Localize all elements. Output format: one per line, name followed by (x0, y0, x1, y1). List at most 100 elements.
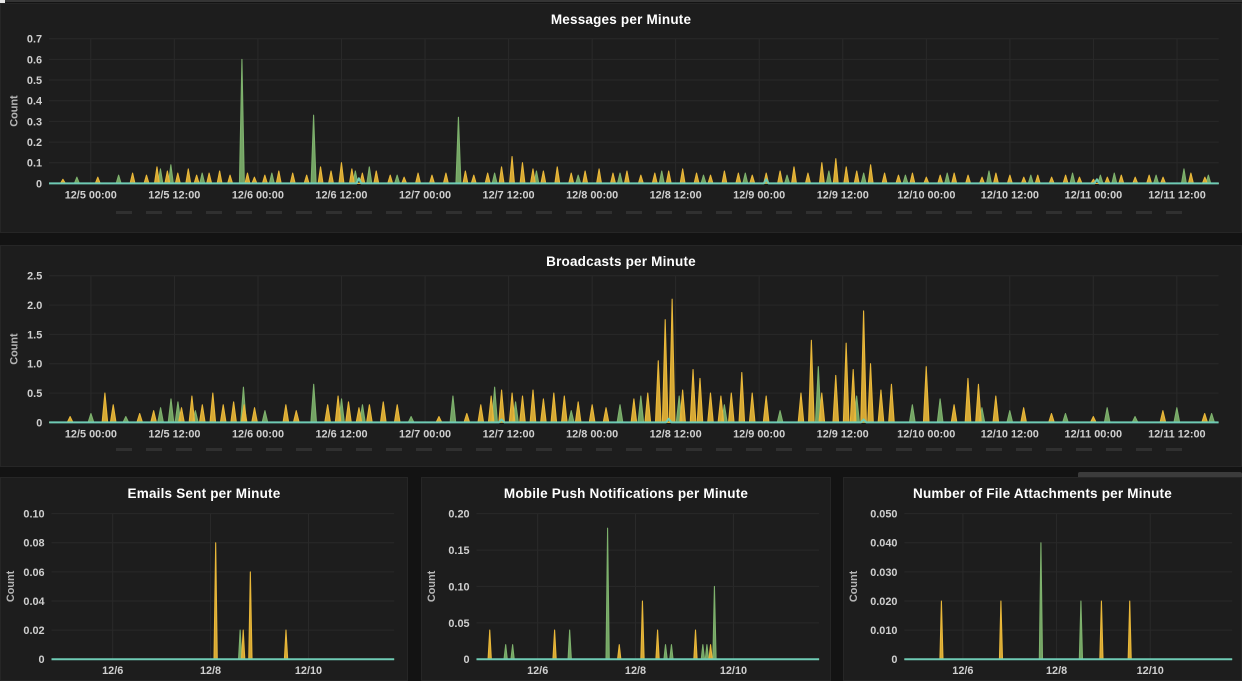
y-tick-label: 0.2 (27, 137, 42, 149)
y-tick-label: 0 (463, 654, 469, 666)
y-tick-label: 0.3 (27, 116, 42, 128)
x-tick-label: 12/6 00:00 (232, 428, 284, 440)
y-tick-label: 0.20 (448, 509, 469, 521)
x-tick-label: 12/11 12:00 (1148, 189, 1206, 201)
x-tick-label: 12/10 (1137, 665, 1164, 677)
panel-title-file-attachments[interactable]: Number of File Attachments per Minute (913, 486, 1172, 501)
y-tick-label: 0.1 (27, 158, 42, 170)
series-green (476, 527, 820, 660)
x-tick-label: 12/10 (295, 665, 322, 677)
series-green (51, 629, 395, 660)
x-tick-label: 12/10 00:00 (897, 189, 955, 201)
x-tick-label: 12/5 00:00 (65, 189, 117, 201)
y-tick-label: 0.020 (870, 596, 897, 608)
x-tick-label: 12/5 00:00 (65, 428, 117, 440)
series-yellow (49, 298, 1219, 423)
y-tick-label: 0.08 (23, 538, 44, 550)
y-tick-label: 1.0 (27, 359, 42, 371)
x-tick-label: 12/6 12:00 (316, 428, 368, 440)
y-tick-label: 0 (36, 417, 42, 429)
panel-broadcasts-per-minute: Broadcasts per Minute 12/5 00:00 12/5 12:… (0, 245, 1242, 467)
x-tick-label: 12/7 12:00 (483, 189, 535, 201)
y-tick-label: 1.5 (27, 329, 42, 341)
legend-clipped-row (116, 211, 1196, 214)
x-tick-label: 12/8 00:00 (566, 428, 618, 440)
panel-messages-per-minute: Messages per Minute 12/5 00:00 12/5 12:00… (0, 3, 1242, 233)
series-yellow (49, 156, 1219, 184)
x-tick-label: 12/11 00:00 (1065, 189, 1123, 201)
chart-messages-per-minute[interactable]: 12/5 00:00 12/5 12:00 12/6 00:00 12/6 12:00… (1, 4, 1241, 232)
x-tick-label: 12/9 12:00 (817, 189, 869, 201)
x-tick-label: 12/8 12:00 (650, 189, 702, 201)
series-baseline-teal (49, 417, 1219, 424)
chart-mobile-push-notifications[interactable]: 12/6 12/8 12/10 0.20 0.15 0.10 0.05 0 Count (422, 478, 830, 680)
chart-svg: 12/6 12/8 12/10 0.20 0.15 0.10 0.05 0 Count (426, 509, 820, 677)
x-tick-label: 12/5 12:00 (148, 189, 200, 201)
chart-emails-sent-per-minute[interactable]: 12/6 12/8 12/10 0.10 0.08 0.06 0.04 0.02 0 Count (1, 478, 407, 680)
y-tick-label: 0.6 (27, 54, 42, 66)
x-tick-label: 12/11 00:00 (1065, 428, 1123, 440)
series-baseline-teal (49, 177, 1219, 185)
panel-mobile-push-notifications: Mobile Push Notifications per Minute 12/… (421, 477, 831, 681)
x-tick-label: 12/8 00:00 (566, 189, 618, 201)
y-tick-label: 0 (891, 654, 897, 666)
y-tick-label: 0.10 (448, 581, 469, 593)
y-tick-label: 0.030 (870, 567, 897, 579)
x-tick-label: 12/9 00:00 (733, 428, 785, 440)
y-tick-label: 2.0 (27, 300, 42, 312)
y-axis-title: Count (426, 570, 438, 602)
chart-file-attachments[interactable]: 12/6 12/8 12/10 0.050 0.040 0.030 0.020 0.010 0 C… (844, 478, 1241, 680)
x-tick-label: 12/9 00:00 (733, 189, 785, 201)
y-tick-label: 0.05 (448, 618, 469, 630)
x-tick-label: 12/6 12:00 (315, 189, 367, 201)
chart-svg: 12/6 12/8 12/10 0.10 0.08 0.06 0.04 0.02 0 Count (5, 509, 395, 677)
x-tick-label: 12/7 00:00 (399, 189, 451, 201)
y-tick-label: 0.050 (870, 509, 897, 521)
y-axis-title: Count (848, 570, 860, 602)
x-tick-label: 12/6 (102, 665, 123, 677)
x-tick-label: 12/7 00:00 (399, 428, 451, 440)
y-tick-label: 0.7 (27, 34, 42, 46)
y-tick-label: 0.5 (27, 75, 42, 87)
x-tick-label: 12/6 (952, 665, 973, 677)
x-tick-label: 12/6 (527, 665, 548, 677)
top-edge-line (0, 0, 1242, 2)
x-tick-label: 12/10 12:00 (981, 189, 1039, 201)
y-tick-label: 0 (39, 654, 45, 666)
panel-title-push-notifications[interactable]: Mobile Push Notifications per Minute (503, 486, 749, 501)
x-tick-label: 12/7 12:00 (483, 428, 535, 440)
x-tick-label: 12/8 (200, 665, 221, 677)
top-edge-notch (0, 0, 5, 3)
y-tick-label: 0.02 (23, 625, 44, 637)
x-tick-label: 12/10 12:00 (981, 428, 1039, 440)
y-tick-label: 0.06 (23, 567, 44, 579)
panel-file-attachments: Number of File Attachments per Minute 12… (843, 477, 1242, 681)
chart-broadcasts-per-minute[interactable]: 12/5 00:00 12/5 12:00 12/6 00:00 12/6 12:00… (1, 246, 1241, 466)
chart-svg: 12/6 12/8 12/10 0.050 0.040 0.030 0.020 0.010 0 C… (848, 509, 1233, 677)
y-tick-label: 0.5 (27, 388, 42, 400)
y-tick-label: 0.040 (870, 538, 897, 550)
y-tick-label: 0.4 (27, 96, 42, 108)
series-yellow (476, 600, 820, 660)
y-tick-label: 0.10 (23, 509, 44, 521)
chart-svg: 12/5 00:00 12/5 12:00 12/6 00:00 12/6 12:00… (8, 34, 1219, 201)
y-axis-title: Count (8, 333, 20, 365)
chart-svg: 12/5 00:00 12/5 12:00 12/6 00:00 12/6 12:00… (8, 271, 1219, 440)
y-tick-label: 0.15 (448, 545, 469, 557)
panel-title-messages[interactable]: Messages per Minute (550, 12, 692, 27)
panel-title-broadcasts[interactable]: Broadcasts per Minute (546, 254, 696, 269)
x-tick-label: 12/8 (625, 665, 646, 677)
x-tick-label: 12/6 00:00 (232, 189, 284, 201)
x-tick-label: 12/10 (720, 665, 747, 677)
y-tick-label: 0.010 (870, 625, 897, 637)
y-axis-title: Count (8, 95, 20, 127)
legend-clipped-row (116, 448, 1196, 451)
x-tick-label: 12/10 00:00 (897, 428, 955, 440)
x-tick-label: 12/5 12:00 (148, 428, 200, 440)
x-tick-label: 12/11 12:00 (1148, 428, 1206, 440)
y-tick-label: 0.04 (23, 596, 44, 608)
y-tick-label: 2.5 (27, 271, 42, 283)
x-tick-label: 12/8 12:00 (650, 428, 702, 440)
panel-title-emails[interactable]: Emails Sent per Minute (127, 486, 281, 501)
